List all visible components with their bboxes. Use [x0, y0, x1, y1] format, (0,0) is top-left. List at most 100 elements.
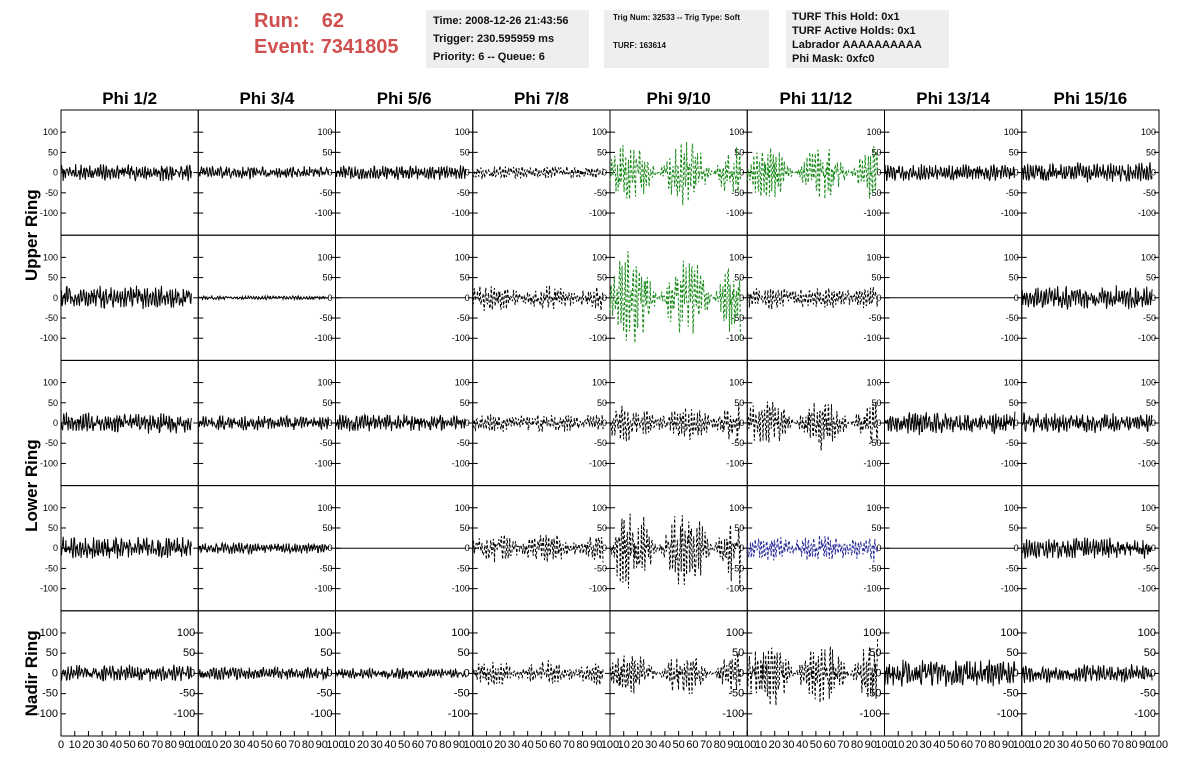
y-tick-label: -100 [36, 708, 58, 720]
y-tick-label: -50 [1006, 313, 1019, 323]
y-tick-label: -100 [452, 208, 470, 218]
x-tick-label: 20 [1043, 739, 1055, 751]
x-tick-label: 40 [933, 739, 945, 751]
x-tick-label: 30 [233, 739, 245, 751]
y-tick-label: -50 [594, 438, 607, 448]
turf-this-hold-text: TURF This Hold: 0x1 [792, 11, 900, 23]
y-tick-label: 0 [53, 418, 58, 428]
x-tick-label: 40 [384, 739, 396, 751]
column-header: Phi 7/8 [514, 89, 569, 108]
y-tick-label: 50 [183, 647, 195, 659]
waveform-line [609, 251, 741, 344]
y-tick-label: -50 [1140, 688, 1156, 700]
x-tick-label: 30 [645, 739, 657, 751]
x-tick-label: 40 [1071, 739, 1083, 751]
x-tick-label: 50 [673, 739, 685, 751]
waveform-line [1021, 162, 1153, 183]
y-tick-label: -50 [1143, 438, 1156, 448]
y-tick-label: 0 [602, 418, 607, 428]
x-tick-label: 70 [288, 739, 300, 751]
y-tick-label: 100 [729, 503, 744, 513]
x-tick-label: 90 [453, 739, 465, 751]
x-tick-label: 60 [1098, 739, 1110, 751]
run-row: Run: 62 [254, 8, 399, 34]
y-tick-label: -100 [589, 333, 607, 343]
x-tick-label: 10 [618, 739, 630, 751]
run-info: Run: 62 Event: 7341805 [254, 8, 399, 60]
x-tick-label: 40 [110, 739, 122, 751]
waveform-line [746, 146, 879, 199]
y-tick-label: -100 [40, 458, 58, 468]
x-tick-label: 100 [738, 739, 756, 751]
y-tick-label: -100 [1001, 333, 1019, 343]
y-tick-label: -50 [457, 563, 470, 573]
y-tick-label: -50 [868, 188, 881, 198]
x-tick-label: 10 [69, 739, 81, 751]
y-tick-label: 50 [48, 523, 58, 533]
x-tick-label: 60 [686, 739, 698, 751]
y-tick-label: 100 [1004, 127, 1019, 137]
y-tick-label: -50 [42, 688, 58, 700]
y-tick-label: 50 [46, 647, 58, 659]
y-tick-label: 100 [40, 627, 58, 639]
y-tick-label: 100 [866, 127, 881, 137]
x-tick-label: 30 [96, 739, 108, 751]
y-tick-label: 50 [734, 398, 744, 408]
y-tick-label: -50 [319, 313, 332, 323]
x-tick-label: 70 [563, 739, 575, 751]
waveform-line [472, 165, 604, 180]
y-tick-label: 100 [1004, 378, 1019, 388]
y-tick-label: 0 [53, 543, 58, 553]
event-row: Event: 7341805 [254, 34, 399, 60]
y-tick-label: 50 [322, 523, 332, 533]
y-tick-label: -50 [1143, 563, 1156, 573]
y-tick-label: 100 [43, 127, 58, 137]
waveform-line [1021, 412, 1153, 434]
y-tick-label: -100 [314, 208, 332, 218]
y-tick-label: 0 [465, 418, 470, 428]
y-tick-label: -50 [45, 188, 58, 198]
y-tick-label: 0 [876, 543, 881, 553]
x-tick-label: 70 [837, 739, 849, 751]
x-tick-label: 80 [576, 739, 588, 751]
y-tick-label: -100 [589, 458, 607, 468]
y-tick-label: 50 [48, 147, 58, 157]
y-tick-label: -50 [1003, 688, 1019, 700]
waveform-line [197, 294, 329, 302]
y-tick-label: 50 [871, 398, 881, 408]
x-tick-label: 50 [261, 739, 273, 751]
x-tick-label: 60 [549, 739, 561, 751]
y-tick-label: 100 [451, 627, 469, 639]
x-tick-label: 20 [220, 739, 232, 751]
y-tick-label: -50 [868, 563, 881, 573]
y-tick-label: -100 [1001, 458, 1019, 468]
x-tick-label: 10 [755, 739, 767, 751]
x-tick-label: 10 [343, 739, 355, 751]
y-tick-label: -100 [1134, 708, 1156, 720]
y-tick-label: 100 [1141, 127, 1156, 137]
y-tick-label: -50 [868, 438, 881, 448]
waveform-line [335, 666, 467, 680]
y-tick-label: -100 [1001, 208, 1019, 218]
y-tick-label: 0 [465, 543, 470, 553]
x-tick-label: 0 [58, 739, 64, 751]
y-tick-label: 100 [317, 378, 332, 388]
waveform-line [60, 285, 192, 310]
y-tick-label: -100 [452, 584, 470, 594]
y-tick-label: 0 [327, 543, 332, 553]
y-tick-label: -50 [457, 313, 470, 323]
y-tick-label: 100 [863, 627, 881, 639]
x-tick-label: 70 [974, 739, 986, 751]
waveform-line [472, 534, 604, 563]
turf-info-box: TURF This Hold: 0x1 TURF Active Holds: 0… [786, 10, 949, 68]
y-tick-label: 50 [871, 523, 881, 533]
phi-mask-text: Phi Mask: 0xfc0 [792, 53, 875, 65]
x-tick-label: 60 [274, 739, 286, 751]
turf-active-holds-text: TURF Active Holds: 0x1 [792, 25, 916, 37]
column-header: Phi 9/10 [646, 89, 710, 108]
y-tick-label: 100 [866, 378, 881, 388]
x-tick-label: 30 [920, 739, 932, 751]
y-tick-label: 50 [1009, 273, 1019, 283]
y-tick-label: 0 [602, 168, 607, 178]
x-tick-label: 20 [769, 739, 781, 751]
